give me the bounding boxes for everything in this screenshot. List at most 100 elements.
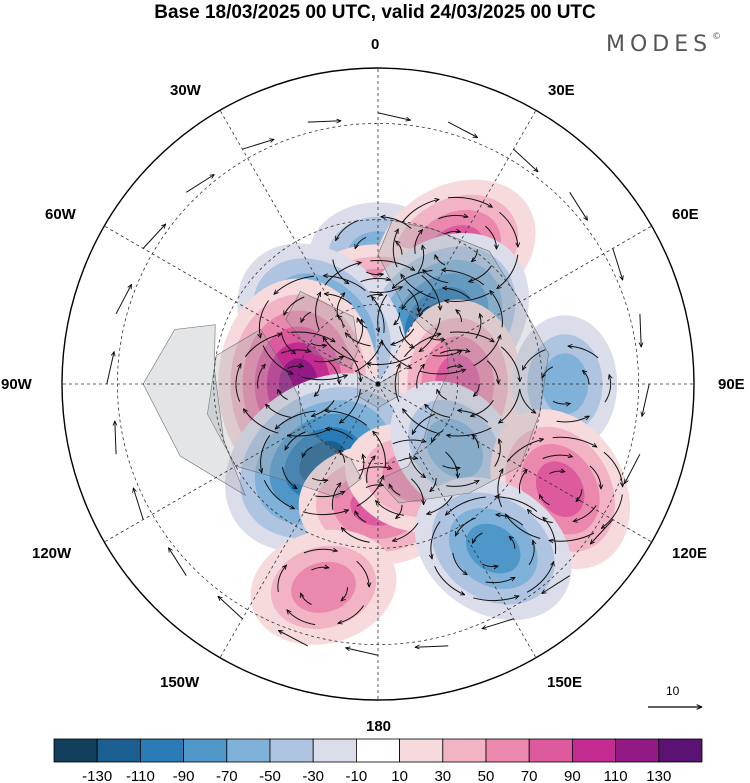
flow-arrow xyxy=(434,566,465,596)
flow-arrow xyxy=(417,245,424,274)
flow-arrow xyxy=(257,364,266,389)
brand-logo: MODES© xyxy=(606,32,722,57)
flow-arrow xyxy=(640,313,641,347)
flow-arrow xyxy=(284,431,306,450)
label-90e: 90E xyxy=(718,376,745,393)
flow-arrow xyxy=(576,489,583,501)
flow-arrow xyxy=(542,455,573,459)
flow-arrow xyxy=(218,596,243,620)
colorbar-label: 10 xyxy=(391,768,408,783)
flow-arrow xyxy=(444,231,461,235)
north-pole-marker xyxy=(375,381,381,387)
colorbar-swatch xyxy=(399,738,444,763)
colorbar-label: 90 xyxy=(564,768,581,783)
flow-arrow xyxy=(287,366,304,369)
flow-arrow xyxy=(472,249,478,261)
flow-arrow xyxy=(326,429,353,440)
flow-arrow xyxy=(278,631,309,647)
flow-arrow xyxy=(410,478,423,505)
flow-arrow xyxy=(274,275,315,294)
anomaly-contour xyxy=(291,561,356,613)
flow-arrow xyxy=(287,610,316,626)
flow-arrow xyxy=(324,262,362,286)
flow-arrow xyxy=(603,451,623,487)
flow-arrow xyxy=(445,451,457,478)
flow-arrow xyxy=(485,225,496,249)
colorbar-label: -130 xyxy=(82,768,112,783)
flow-arrow xyxy=(369,287,403,294)
flow-arrow xyxy=(625,453,641,483)
flow-arrow xyxy=(446,496,486,515)
flow-arrow xyxy=(115,284,131,315)
flow-arrow xyxy=(497,254,519,289)
flow-arrow xyxy=(392,269,433,288)
flow-arrow xyxy=(392,229,398,268)
colorbar-swatch xyxy=(226,738,271,763)
flow-arrow xyxy=(356,475,384,507)
flow-arrow xyxy=(421,275,441,310)
flow-arrow xyxy=(583,370,590,385)
colorbar-label: 30 xyxy=(434,768,451,783)
flow-arrow xyxy=(378,294,388,333)
flow-arrow xyxy=(432,351,462,357)
flow-arrow xyxy=(437,389,448,401)
flow-arrow xyxy=(381,217,412,229)
colorbar: -130 -110 -90 -70 -50 -30 -10 10 30 50 70 90 110 130 xyxy=(53,738,703,783)
meridian-line xyxy=(104,225,379,385)
flow-arrow xyxy=(497,469,503,508)
flow-arrow xyxy=(356,560,369,587)
flow-arrow xyxy=(266,404,291,418)
meridian-line xyxy=(219,110,379,385)
flow-arrow xyxy=(389,484,401,496)
flow-arrow xyxy=(314,357,343,363)
flow-arrow xyxy=(331,483,340,510)
flow-arrow xyxy=(506,439,543,463)
meridian-line xyxy=(219,383,379,658)
flow-arrow xyxy=(473,383,480,396)
label-120e: 120E xyxy=(672,545,708,562)
flow-arrow xyxy=(449,331,494,342)
flow-arrow xyxy=(325,411,368,426)
anomaly-contour xyxy=(465,523,521,574)
colorbar-swatch xyxy=(53,738,98,763)
flow-arrow xyxy=(283,296,305,315)
flow-arrow xyxy=(482,563,498,566)
colorbar-swatch xyxy=(615,738,660,763)
flow-arrow xyxy=(439,350,470,354)
flow-arrow xyxy=(301,593,312,606)
label-150w: 150W xyxy=(160,674,200,691)
flow-arrow xyxy=(482,618,514,629)
flow-arrow xyxy=(302,510,349,516)
flow-arrow xyxy=(310,342,327,345)
flow-arrow xyxy=(399,458,417,462)
flow-arrow xyxy=(401,274,436,300)
flow-arrow xyxy=(527,509,553,524)
label-150e: 150E xyxy=(547,674,583,691)
flow-arrow xyxy=(456,310,463,323)
flow-arrow xyxy=(396,504,403,519)
flow-arrow xyxy=(373,431,386,468)
flow-arrow xyxy=(526,562,554,593)
colorbar-label: 70 xyxy=(521,768,538,783)
flow-arrow xyxy=(642,383,650,416)
flow-arrow xyxy=(445,292,490,301)
flow-arrow xyxy=(542,366,554,378)
flow-arrow xyxy=(301,311,312,322)
flow-arrow xyxy=(302,446,313,457)
anomaly-contour xyxy=(426,418,484,479)
flow-arrow xyxy=(513,148,538,172)
flow-arrow xyxy=(303,549,337,554)
flow-arrow xyxy=(327,360,339,384)
colorbar-swatch xyxy=(183,738,228,763)
flow-arrow xyxy=(522,349,546,370)
flow-arrow xyxy=(472,435,480,449)
flow-arrow xyxy=(500,346,520,382)
flow-arrow xyxy=(447,121,477,137)
flow-arrow xyxy=(315,491,344,498)
flow-arrow xyxy=(367,355,412,364)
flow-arrow xyxy=(425,404,451,418)
flow-arrow xyxy=(485,577,515,584)
land-overlay xyxy=(142,220,549,504)
flow-arrow xyxy=(427,495,453,514)
flow-arrow xyxy=(394,364,400,402)
